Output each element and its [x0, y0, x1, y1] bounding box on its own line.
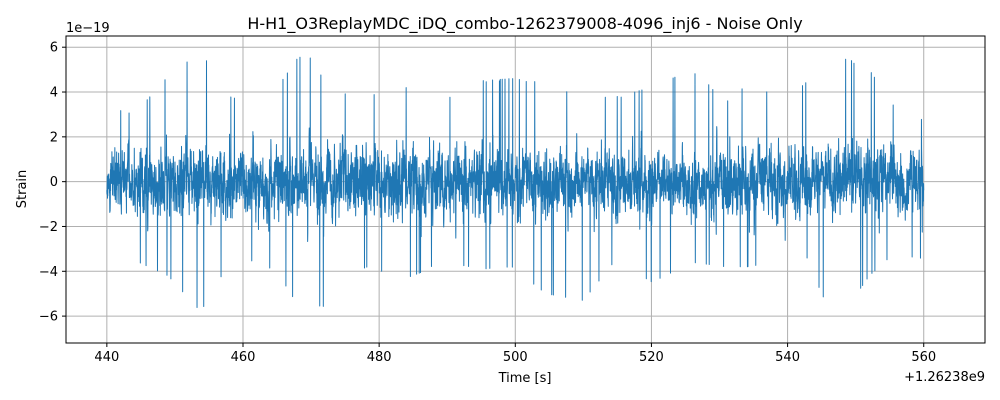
y-tick-label: −4	[39, 265, 58, 280]
x-tick-label: 480	[367, 350, 392, 365]
y-tick-label: 2	[50, 130, 58, 145]
chart-title: H-H1_O3ReplayMDC_iDQ_combo-1262379008-40…	[247, 14, 802, 34]
y-axis-ticks: −6 −4 −2 0 2 4 6	[39, 41, 66, 325]
x-tick-label: 540	[775, 350, 800, 365]
x-tick-label: 440	[94, 350, 119, 365]
y-tick-label: 6	[50, 41, 58, 56]
strain-series	[106, 56, 925, 308]
x-tick-label: 560	[911, 350, 936, 365]
x-offset-label: +1.26238e9	[904, 370, 985, 385]
y-tick-label: −2	[39, 220, 58, 235]
strain-line	[106, 56, 925, 308]
y-tick-label: −6	[39, 310, 58, 325]
plot-frame	[65, 35, 986, 344]
x-axis-ticks: 440 460 480 500 520 540 560	[94, 343, 936, 365]
x-tick-label: 460	[231, 350, 256, 365]
x-tick-label: 520	[639, 350, 664, 365]
x-tick-label: 500	[503, 350, 528, 365]
y-tick-label: 4	[50, 86, 58, 101]
y-scale-label: 1e−19	[66, 21, 110, 36]
y-axis-label: Strain	[15, 170, 30, 209]
y-tick-label: 0	[50, 175, 58, 190]
x-axis-label: Time [s]	[498, 371, 552, 386]
